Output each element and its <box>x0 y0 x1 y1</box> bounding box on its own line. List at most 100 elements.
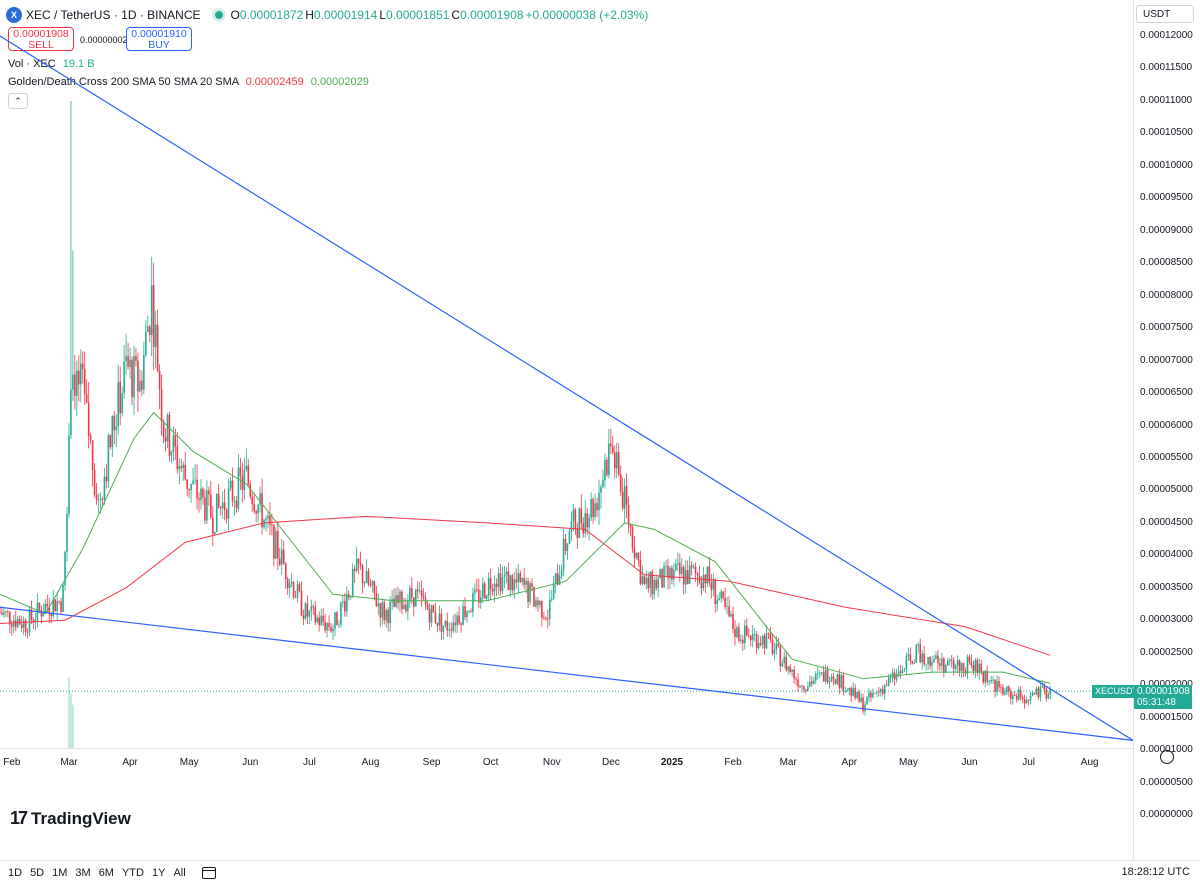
candle-body <box>115 426 118 431</box>
buy-button[interactable]: 0.00001910 BUY <box>126 27 192 51</box>
collapse-legend-icon[interactable]: ⌃ <box>8 93 28 109</box>
candle-body <box>273 525 275 559</box>
candle-body <box>539 601 541 606</box>
candle-body <box>613 452 616 469</box>
time-tick-label: Jul <box>1022 757 1036 768</box>
candle-body <box>988 681 990 683</box>
candle-body <box>734 628 736 638</box>
candle-body <box>377 603 380 607</box>
candle-body <box>405 604 407 612</box>
candle-body <box>79 363 82 385</box>
candle-body <box>917 644 920 646</box>
calendar-icon[interactable] <box>201 866 216 879</box>
symbol-title[interactable]: XEC / TetherUS · 1D · BINANCE <box>26 8 201 22</box>
candle-body <box>592 499 594 517</box>
low-label: L <box>379 8 387 22</box>
range-button-ytd[interactable]: YTD <box>121 866 144 879</box>
price-tick-label: 0.00009500 <box>1140 192 1193 204</box>
range-button-5d[interactable]: 5D <box>30 866 45 879</box>
range-button-1d[interactable]: 1D <box>8 866 23 879</box>
indicator-legend[interactable]: Golden/Death Cross 200 SMA 50 SMA 20 SMA… <box>8 76 369 88</box>
candle-body <box>550 598 553 600</box>
range-button-all[interactable]: All <box>173 866 186 879</box>
candle-body <box>7 611 9 613</box>
candle-body <box>367 570 370 585</box>
range-button-6m[interactable]: 6M <box>98 866 114 879</box>
range-button-1m[interactable]: 1M <box>52 866 68 879</box>
candle-body <box>580 508 583 524</box>
candle-body <box>838 674 841 688</box>
candle-body <box>304 603 307 619</box>
candle-body <box>168 414 171 456</box>
price-axis[interactable] <box>1133 0 1200 860</box>
price-chart[interactable] <box>0 0 1133 748</box>
candle-body <box>933 659 935 663</box>
low-value: 0.00001851 <box>386 8 450 22</box>
candle-body <box>682 567 685 585</box>
candle-body <box>265 518 267 520</box>
time-axis[interactable] <box>0 748 1133 771</box>
candle-body <box>775 643 778 650</box>
range-button-3m[interactable]: 3M <box>75 866 91 879</box>
currency-select[interactable]: USDT <box>1136 5 1194 23</box>
candle-body <box>1023 699 1026 704</box>
legend-header: X XEC / TetherUS · 1D · BINANCE O 0.00001… <box>0 0 650 30</box>
candle-body <box>22 620 25 628</box>
time-tick-label: Sep <box>422 757 441 768</box>
candle-body <box>931 662 933 666</box>
candle-body <box>416 589 419 592</box>
close-label: C <box>451 8 461 22</box>
candle-body <box>742 639 744 644</box>
candle-body <box>732 614 734 629</box>
candle-body <box>842 675 845 693</box>
candle-body <box>602 479 604 487</box>
candle-body <box>146 326 149 332</box>
candle-body <box>848 687 851 691</box>
volume-legend[interactable]: Vol · XEC 19.1 B <box>8 58 95 70</box>
price-tick-label: 0.00004000 <box>1140 549 1193 561</box>
candle-body <box>113 415 116 431</box>
candle-body <box>960 663 963 671</box>
candle-body <box>198 498 200 501</box>
candle-body <box>365 570 368 584</box>
candle-body <box>487 578 490 596</box>
open-value: 0.00001872 <box>239 8 304 22</box>
candle-body <box>937 655 939 664</box>
volume-label: Vol · XEC <box>8 58 56 70</box>
candle-body <box>812 680 815 684</box>
candle-body <box>521 578 523 582</box>
sell-button[interactable]: 0.00001908 SELL <box>8 27 74 51</box>
utc-clock[interactable]: 18:28:12 UTC <box>1121 866 1190 878</box>
candle-body <box>724 597 726 607</box>
candle-body <box>150 285 153 336</box>
candle-body <box>515 579 518 583</box>
candle-body <box>1004 692 1006 695</box>
candle-body <box>541 601 543 618</box>
candle-body <box>316 617 319 623</box>
candle-body <box>30 609 33 620</box>
trendlines[interactable] <box>0 35 1133 741</box>
candle-body <box>610 443 612 447</box>
candle-body <box>85 394 88 403</box>
indicator-value-50: 0.00002029 <box>310 76 369 88</box>
candle-body <box>663 566 665 588</box>
candle-body <box>761 635 764 645</box>
settings-gear-icon[interactable] <box>1160 750 1174 764</box>
high-value: 0.00001914 <box>313 8 378 22</box>
candle-body <box>97 499 100 501</box>
candle-body <box>62 585 64 612</box>
bottom-toolbar: 1D 5D 1M 3M 6M YTD 1Y All 18:28:12 UTC <box>0 860 1200 884</box>
range-button-1y[interactable]: 1Y <box>151 866 166 879</box>
candle-body <box>54 599 56 612</box>
candle-body <box>430 605 433 623</box>
candle-body <box>452 622 454 631</box>
candle-body <box>145 331 147 356</box>
candle-body <box>210 494 212 518</box>
candle-body <box>527 581 529 602</box>
candle-body <box>418 590 421 592</box>
candle-body <box>454 622 456 626</box>
candle-body <box>213 531 216 534</box>
candle-body <box>690 565 693 568</box>
candle-body <box>661 569 663 588</box>
candle-body <box>791 669 793 672</box>
